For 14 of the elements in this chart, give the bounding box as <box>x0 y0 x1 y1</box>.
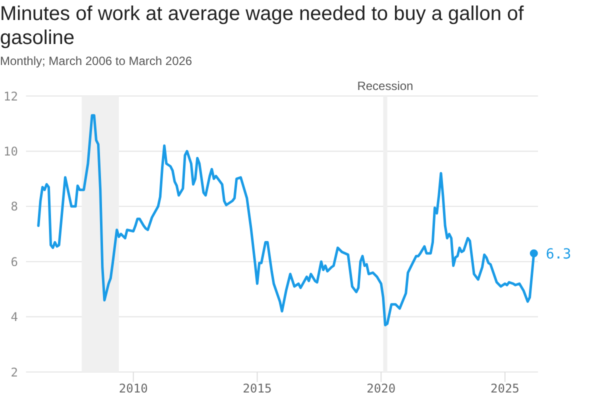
y-tick-label: 12 <box>4 89 18 104</box>
x-tick-label: 2010 <box>118 382 148 396</box>
x-tick-label: 2015 <box>242 382 272 396</box>
y-tick-label: 2 <box>10 365 18 380</box>
x-tick-label: 2020 <box>366 382 396 396</box>
chart-subtitle: Monthly; March 2006 to March 2026 <box>0 54 192 68</box>
chart-title: Minutes of work at average wage needed to buy a gallon of gasoline <box>0 2 525 50</box>
y-tick-label: 6 <box>10 254 18 269</box>
annotation: 6.3 <box>546 246 572 262</box>
band-label: Recession <box>357 79 414 93</box>
y-tick-label: 4 <box>10 310 18 324</box>
x-tick-label: 2025 <box>490 382 520 396</box>
y-tick-label: 10 <box>4 144 18 158</box>
y-tick-label: 8 <box>10 200 18 214</box>
